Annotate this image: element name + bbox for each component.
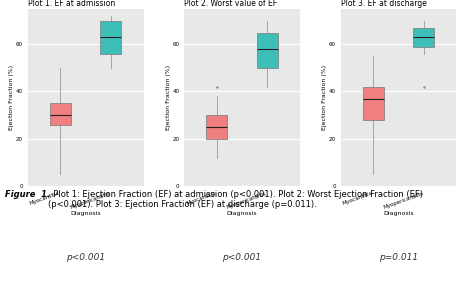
- Y-axis label: Ejection Fraction (%): Ejection Fraction (%): [166, 65, 171, 130]
- Text: Plot 2. Worst value of EF: Plot 2. Worst value of EF: [184, 0, 277, 8]
- Text: Figure  1.: Figure 1.: [5, 190, 50, 199]
- FancyBboxPatch shape: [257, 32, 278, 68]
- Text: p=0.011: p=0.011: [379, 253, 418, 262]
- Text: p<0.001: p<0.001: [223, 253, 261, 262]
- Text: p<0.001: p<0.001: [66, 253, 105, 262]
- X-axis label: Diagnosis: Diagnosis: [227, 211, 257, 216]
- Y-axis label: Ejection Fraction (%): Ejection Fraction (%): [322, 65, 327, 130]
- Text: Plot 3. EF at discharge: Plot 3. EF at discharge: [341, 0, 426, 8]
- FancyBboxPatch shape: [100, 21, 121, 54]
- Y-axis label: Ejection Fraction (%): Ejection Fraction (%): [9, 65, 14, 130]
- FancyBboxPatch shape: [413, 28, 434, 47]
- Text: Plot 1. EF at admission: Plot 1. EF at admission: [28, 0, 115, 8]
- FancyBboxPatch shape: [206, 115, 227, 139]
- X-axis label: Diagnosis: Diagnosis: [70, 211, 101, 216]
- FancyBboxPatch shape: [363, 87, 384, 120]
- Text: Plot 1: Ejection Fraction (EF) at admission (p<0.001). Plot 2: Worst Ejection Fr: Plot 1: Ejection Fraction (EF) at admiss…: [48, 190, 423, 209]
- X-axis label: Diagnosis: Diagnosis: [383, 211, 414, 216]
- FancyBboxPatch shape: [50, 103, 71, 124]
